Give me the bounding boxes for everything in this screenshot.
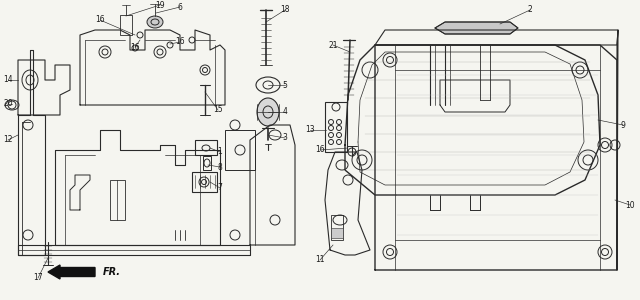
Ellipse shape xyxy=(257,98,279,126)
Text: 18: 18 xyxy=(280,5,290,14)
Text: 12: 12 xyxy=(3,136,13,145)
Text: 13: 13 xyxy=(305,125,315,134)
Bar xyxy=(110,180,125,220)
Bar xyxy=(203,156,211,170)
Text: 1: 1 xyxy=(218,148,222,157)
Bar xyxy=(225,130,255,170)
Text: 11: 11 xyxy=(316,256,324,265)
Text: 16: 16 xyxy=(175,38,185,46)
Text: 6: 6 xyxy=(177,2,182,11)
Bar xyxy=(195,140,217,155)
Text: 5: 5 xyxy=(283,80,287,89)
FancyArrow shape xyxy=(48,265,95,279)
Text: FR.: FR. xyxy=(103,267,121,277)
Text: 7: 7 xyxy=(218,184,223,193)
Text: 14: 14 xyxy=(3,76,13,85)
Ellipse shape xyxy=(147,16,163,28)
Bar xyxy=(331,228,343,238)
Text: 16: 16 xyxy=(130,43,140,52)
Text: 9: 9 xyxy=(621,121,625,130)
Bar xyxy=(120,15,132,35)
Bar xyxy=(331,215,343,240)
Text: 16: 16 xyxy=(315,146,325,154)
Text: 21: 21 xyxy=(328,40,338,50)
Text: 4: 4 xyxy=(283,107,287,116)
Text: 20: 20 xyxy=(3,100,13,109)
Text: 16: 16 xyxy=(95,16,105,25)
Text: 2: 2 xyxy=(527,5,532,14)
Bar xyxy=(325,102,347,152)
Bar xyxy=(192,172,217,192)
Text: 3: 3 xyxy=(283,134,287,142)
Text: 15: 15 xyxy=(213,106,223,115)
Polygon shape xyxy=(435,22,518,34)
Text: 8: 8 xyxy=(218,163,222,172)
Text: 10: 10 xyxy=(625,200,635,209)
Text: 17: 17 xyxy=(33,274,43,283)
Text: 19: 19 xyxy=(155,1,165,10)
